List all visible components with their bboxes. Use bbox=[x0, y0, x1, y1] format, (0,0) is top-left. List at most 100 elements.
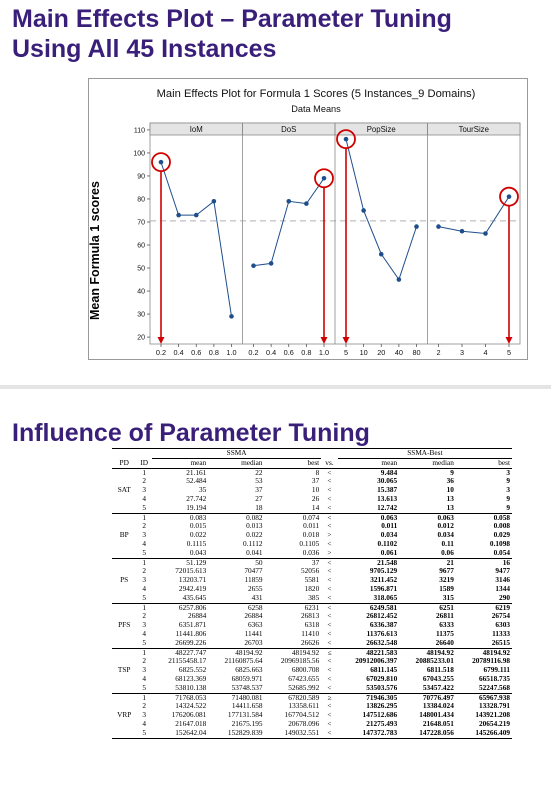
cell-id: 3 bbox=[142, 620, 147, 630]
cell-vs: < bbox=[327, 592, 332, 602]
table-header-group-row: SSMA SSMA-Best bbox=[112, 448, 512, 459]
cell-vs: ≥ bbox=[321, 692, 338, 703]
col-header-pd: PD bbox=[112, 458, 137, 469]
cell-ssma-best: 0.029 bbox=[493, 530, 510, 540]
table-row: VRP 3 176206.081 177131.584 167704.512 <14751… bbox=[112, 710, 512, 720]
cell-ssma: 11859 bbox=[244, 575, 263, 585]
cell-vs: < bbox=[327, 701, 332, 711]
cell-id: 2 bbox=[142, 566, 147, 576]
y-tick-label: 20 bbox=[137, 335, 145, 342]
cell-vs: < bbox=[327, 502, 332, 512]
cell-ssma: 26884 bbox=[188, 611, 207, 621]
cell-ssma-best: 13826.295 bbox=[366, 701, 398, 711]
cell-ssma: 26703 bbox=[244, 637, 263, 647]
cell-ssma: 5581 bbox=[304, 575, 320, 585]
cell-ssma: 435.645 bbox=[182, 592, 207, 602]
cell-ssma: 167704.512 bbox=[284, 710, 320, 720]
cell-ssma: 52685.992 bbox=[288, 682, 320, 692]
cell-pd bbox=[112, 504, 136, 513]
table-row: 4 2942.419 2655 1820 <1596.871 1589 1344 bbox=[112, 584, 512, 594]
cell-id: 3 bbox=[142, 530, 147, 540]
cell-ssma-best: 6811.145 bbox=[370, 665, 398, 675]
table-row: 5 19.194 18 14 <12.742 13 9 bbox=[112, 502, 512, 513]
cell-ssma: 14 bbox=[311, 502, 320, 512]
table-row: 5 152642.04 152829.839 149032.551 <147372.78… bbox=[112, 728, 512, 739]
cell-ssma: 6825.552 bbox=[178, 665, 207, 675]
cell-id: 1 bbox=[136, 602, 153, 613]
cell-ssma-best: 21.548 bbox=[337, 557, 400, 568]
cell-ssma: 0.083 bbox=[152, 512, 209, 523]
col-header-best: best bbox=[264, 458, 322, 469]
cell-ssma: 0.082 bbox=[208, 512, 265, 523]
cell-vs: < bbox=[321, 557, 338, 568]
cell-ssma: 53810.138 bbox=[175, 682, 207, 692]
y-tick-label: 60 bbox=[137, 243, 145, 250]
highlight-arrow-head bbox=[320, 337, 328, 344]
cell-vs: < bbox=[321, 512, 338, 523]
chart-subtitle: Data Means bbox=[291, 104, 341, 114]
data-point bbox=[193, 212, 199, 218]
cell-ssma-best: 15.387 bbox=[377, 485, 398, 495]
cell-id: 1 bbox=[136, 692, 153, 703]
cell-ssma-best: 145266.409 bbox=[455, 728, 512, 739]
panel-label: PopSize bbox=[367, 125, 396, 134]
cell-ssma-best: 11375 bbox=[436, 628, 454, 638]
cell-ssma-best: 0.008 bbox=[493, 521, 510, 531]
cell-ssma-best: 148001.434 bbox=[419, 710, 454, 720]
cell-ssma-best: 67029.810 bbox=[366, 673, 398, 683]
cell-ssma-best: 3 bbox=[506, 485, 510, 495]
cell-ssma-best: 0.06 bbox=[441, 547, 454, 557]
cell-ssma: 0.011 bbox=[303, 521, 320, 531]
cell-pd bbox=[112, 639, 136, 648]
cell-ssma-best: 0.034 bbox=[380, 530, 398, 540]
cell-ssma: 48194.92 bbox=[208, 647, 265, 658]
cell-ssma-best: 26812.452 bbox=[366, 611, 398, 621]
cell-ssma-best: 20912006.397 bbox=[355, 656, 398, 666]
cell-ssma-best: 26811 bbox=[436, 611, 454, 621]
table-row: 5 0.043 0.041 0.036 >0.061 0.06 0.054 bbox=[112, 547, 512, 558]
cell-ssma: 13358.611 bbox=[288, 701, 320, 711]
cell-ssma: 21160875.64 bbox=[224, 656, 263, 666]
y-tick-label: 40 bbox=[137, 289, 145, 296]
table-row: 1 71768.053 71480.081 67820.589 ≥71946.305 70… bbox=[112, 692, 512, 703]
cell-ssma-best: 13 bbox=[446, 493, 454, 503]
cell-ssma: 11410 bbox=[301, 628, 320, 638]
cell-ssma: 37 bbox=[264, 557, 322, 568]
table-row: TSP 3 6825.552 6825.663 6800.708 <6811.145 681… bbox=[112, 665, 512, 675]
cell-vs: < bbox=[327, 521, 332, 531]
x-tick-label: 0.2 bbox=[156, 348, 166, 357]
cell-vs: < bbox=[321, 602, 338, 613]
cell-ssma: 71480.081 bbox=[208, 692, 265, 703]
cell-ssma: 50 bbox=[208, 557, 265, 568]
cell-ssma-best: 16 bbox=[455, 557, 512, 568]
cell-pd bbox=[112, 684, 136, 693]
cell-ssma-best: 147372.783 bbox=[337, 728, 400, 739]
cell-ssma-best: 6251 bbox=[399, 602, 456, 613]
cell-pd bbox=[112, 495, 136, 504]
cell-pd bbox=[112, 675, 136, 684]
table-row: 1 21.161 22 8 <9.484 9 3 bbox=[112, 467, 512, 478]
cell-vs: < bbox=[327, 665, 332, 675]
cell-ssma: 6231 bbox=[264, 602, 322, 613]
cell-ssma-best: 11376.613 bbox=[366, 628, 398, 638]
y-tick-label: 100 bbox=[133, 150, 145, 157]
y-tick-label: 70 bbox=[137, 219, 145, 226]
cell-vs: > bbox=[327, 547, 332, 557]
cell-ssma-best: 67043.255 bbox=[422, 673, 454, 683]
cell-ssma: 68059.971 bbox=[231, 673, 263, 683]
cell-vs: < bbox=[327, 718, 332, 728]
cell-ssma-best: 290 bbox=[499, 592, 510, 602]
cell-ssma-best: 6811.518 bbox=[426, 665, 454, 675]
cell-ssma-best: 3211.452 bbox=[370, 575, 398, 585]
cell-ssma-best: 3146 bbox=[495, 575, 510, 585]
cell-vs: < bbox=[327, 637, 332, 647]
table-row: 4 27.742 27 26 <13.613 13 9 bbox=[112, 493, 512, 504]
data-point bbox=[229, 314, 234, 319]
data-point bbox=[506, 194, 512, 199]
table-row: SAT 3 35 37 10 <15.387 10 3 bbox=[112, 485, 512, 495]
cell-vs: < bbox=[327, 566, 332, 576]
cell-ssma-best: 9.484 bbox=[337, 467, 400, 478]
panel-label: DoS bbox=[281, 125, 296, 134]
data-point bbox=[158, 159, 164, 165]
cell-id: 2 bbox=[142, 521, 147, 531]
